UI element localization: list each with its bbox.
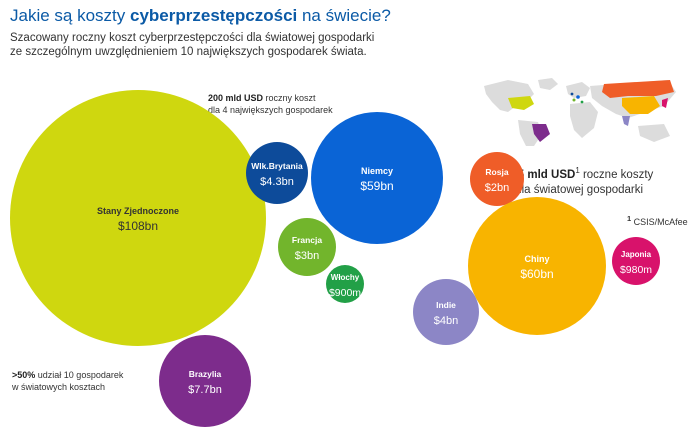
bubble-label-7: Chiny <box>524 254 549 264</box>
top4-cost-note: 200 mld USD roczny koszt dla 4 największ… <box>208 93 333 115</box>
source-note: 1 CSIS/McAfee <box>627 214 688 227</box>
bubble-value-1: $59bn <box>360 179 393 193</box>
bubble-label-3: Francja <box>292 235 323 245</box>
bubble-label-2: Wlk.Brytania <box>251 161 303 171</box>
bubble-value-0: $108bn <box>118 219 158 233</box>
page-title: Jakie są koszty cyberprzestępczości na ś… <box>10 6 391 25</box>
bubble-4 <box>326 265 364 303</box>
bubble-2 <box>246 142 308 204</box>
bubble-7 <box>468 197 606 335</box>
subtitle-line-1: Szacowany roczny koszt cyberprzestępczoś… <box>10 32 375 44</box>
bubble-value-5: $7.7bn <box>188 384 222 396</box>
bubble-5 <box>159 335 251 427</box>
world-map-icon <box>484 78 676 146</box>
bubble-label-5: Brazylia <box>189 369 222 379</box>
bubble-1 <box>311 112 443 244</box>
bubble-value-9: $4bn <box>434 315 458 327</box>
bubble-6 <box>470 152 524 206</box>
bubble-label-1: Niemcy <box>361 166 393 176</box>
bubble-label-0: Stany Zjednoczone <box>97 206 179 216</box>
bubble-value-2: $4.3bn <box>260 176 294 188</box>
bubble-label-6: Rosja <box>485 167 508 177</box>
share-note: >50% udział 10 gospodarek w światowych k… <box>12 370 124 392</box>
bubble-value-8: $980m <box>620 264 652 276</box>
bubble-0 <box>10 90 266 346</box>
bubble-value-4: $900m <box>329 287 361 299</box>
bubble-9 <box>413 279 479 345</box>
bubble-value-6: $2bn <box>485 182 509 194</box>
bubble-label-8: Japonia <box>621 250 652 259</box>
bubble-8 <box>612 237 660 285</box>
global-cost-note: 445 mld USD1 roczne koszty dla światowej… <box>505 166 654 196</box>
bubble-value-7: $60bn <box>520 267 553 281</box>
bubble-label-4: Włochy <box>331 273 360 282</box>
bubble-label-9: Indie <box>436 300 456 310</box>
subtitle-line-2: ze szczególnym uwzględnieniem 10 najwięk… <box>10 46 367 58</box>
page-subtitle: Szacowany roczny koszt cyberprzestępczoś… <box>10 31 374 59</box>
bubble-value-3: $3bn <box>295 250 319 262</box>
bubble-3 <box>278 218 336 276</box>
